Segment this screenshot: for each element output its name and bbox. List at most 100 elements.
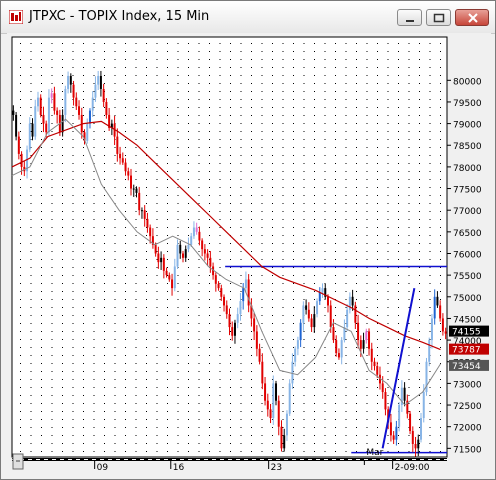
grid-dot xyxy=(230,347,231,348)
grid-dot xyxy=(135,323,137,324)
candle-body xyxy=(348,296,351,310)
price-chart[interactable]: 8000079500790007850078000775007700076500… xyxy=(7,33,491,474)
grid-dot xyxy=(209,323,210,324)
grid-dot xyxy=(377,347,378,348)
chart-area[interactable]: 80000 79500 79000 78500 78000 77500 77000 76500… xyxy=(7,33,491,474)
grid-dot xyxy=(83,291,84,292)
grid-dot xyxy=(261,107,263,108)
grid-dot xyxy=(230,51,231,52)
grid-dot xyxy=(419,315,420,316)
grid-dot xyxy=(104,427,105,428)
grid-dot xyxy=(314,363,315,364)
grid-dot xyxy=(114,283,116,284)
grid-dot xyxy=(335,171,336,172)
grid-dot xyxy=(135,419,137,420)
grid-dot xyxy=(251,355,252,356)
grid-dot xyxy=(209,419,210,420)
grid-dot xyxy=(135,275,137,276)
grid-dot xyxy=(303,67,305,68)
grid-dot xyxy=(261,275,263,276)
grid-dot xyxy=(30,371,32,372)
grid-dot xyxy=(198,451,200,452)
grid-dot xyxy=(104,291,105,292)
y-tick-label: 74500 xyxy=(453,315,482,325)
grid-dot xyxy=(345,139,347,140)
grid-dot xyxy=(219,395,221,396)
grid-dot xyxy=(293,435,294,436)
grid-dot xyxy=(230,219,231,220)
grid-dot xyxy=(419,195,420,196)
grid-dot xyxy=(167,275,168,276)
grid-dot xyxy=(114,267,116,268)
grid-dot xyxy=(41,355,42,356)
grid-dot xyxy=(272,219,273,220)
grid-dot xyxy=(104,179,105,180)
grid-dot xyxy=(429,395,431,396)
grid-dot xyxy=(83,331,84,332)
grid-dot xyxy=(398,211,399,212)
grid-dot xyxy=(125,67,126,68)
grid-dot xyxy=(125,211,126,212)
grid-dot xyxy=(209,339,210,340)
grid-dot xyxy=(398,291,399,292)
grid-dot xyxy=(219,219,221,220)
grid-dot xyxy=(261,115,263,116)
grid-dot xyxy=(419,219,420,220)
grid-dot xyxy=(398,51,399,52)
grid-dot xyxy=(303,371,305,372)
grid-dot xyxy=(398,435,399,436)
grid-dot xyxy=(314,91,315,92)
grid-dot xyxy=(156,443,158,444)
grid-dot xyxy=(30,211,32,212)
grid-dot xyxy=(62,139,63,140)
grid-dot xyxy=(335,259,336,260)
grid-dot xyxy=(356,107,357,108)
grid-dot xyxy=(62,227,63,228)
close-button[interactable] xyxy=(455,9,489,26)
grid-dot xyxy=(251,395,252,396)
grid-dot xyxy=(51,315,53,316)
grid-dot xyxy=(282,83,284,84)
grid-dot xyxy=(146,187,147,188)
grid-dot xyxy=(293,219,294,220)
grid-dot xyxy=(41,251,42,252)
grid-dot xyxy=(104,363,105,364)
grid-dot xyxy=(114,419,116,420)
grid-dot xyxy=(282,227,284,228)
grid-dot xyxy=(293,131,294,132)
grid-dot xyxy=(261,147,263,148)
grid-dot xyxy=(20,123,21,124)
grid-dot xyxy=(41,275,42,276)
grid-dot xyxy=(209,363,210,364)
grid-dot xyxy=(335,139,336,140)
maximize-button[interactable] xyxy=(426,9,451,26)
minimize-button[interactable] xyxy=(397,9,422,26)
grid-dot xyxy=(30,155,32,156)
scrollbar-handle[interactable] xyxy=(12,453,24,470)
grid-dot xyxy=(30,163,32,164)
grid-dot xyxy=(398,347,399,348)
grid-dot xyxy=(387,291,389,292)
grid-dot xyxy=(20,323,21,324)
grid-dot xyxy=(167,371,168,372)
title-bar[interactable]: JTPXC - TOPIX Index, 15 Min xyxy=(1,1,495,34)
grid-dot xyxy=(440,403,441,404)
grid-dot xyxy=(219,179,221,180)
grid-dot xyxy=(324,331,326,332)
grid-dot xyxy=(209,43,210,44)
grid-dot xyxy=(30,251,32,252)
grid-dot xyxy=(177,307,179,308)
candle-body xyxy=(119,153,122,159)
grid-dot xyxy=(293,67,294,68)
grid-dot xyxy=(345,187,347,188)
grid-dot xyxy=(429,291,431,292)
grid-dot xyxy=(377,403,378,404)
grid-dot xyxy=(408,179,410,180)
grid-dot xyxy=(440,123,441,124)
grid-dot xyxy=(230,43,231,44)
grid-dot xyxy=(345,411,347,412)
grid-dot xyxy=(30,299,32,300)
grid-dot xyxy=(324,179,326,180)
grid-dot xyxy=(387,355,389,356)
grid-dot xyxy=(146,291,147,292)
